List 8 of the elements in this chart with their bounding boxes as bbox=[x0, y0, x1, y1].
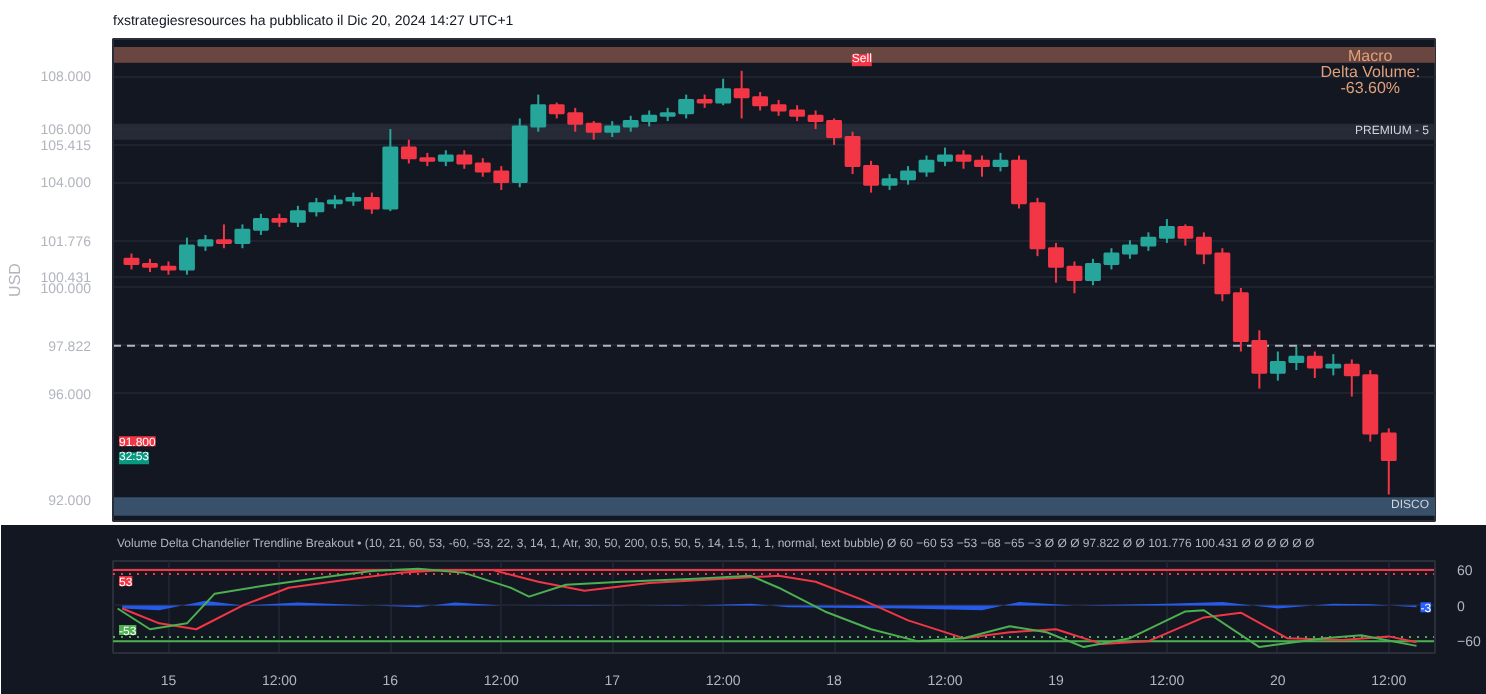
annotation: Macro Delta Volume: -63.60% bbox=[1320, 46, 1421, 98]
y-axis-title: USD bbox=[6, 262, 25, 297]
candlestick bbox=[216, 223, 232, 250]
candlestick bbox=[992, 151, 1009, 173]
candlestick bbox=[1306, 350, 1323, 379]
candlestick bbox=[1325, 353, 1342, 377]
candlestick bbox=[363, 191, 380, 215]
candlestick bbox=[715, 77, 732, 107]
